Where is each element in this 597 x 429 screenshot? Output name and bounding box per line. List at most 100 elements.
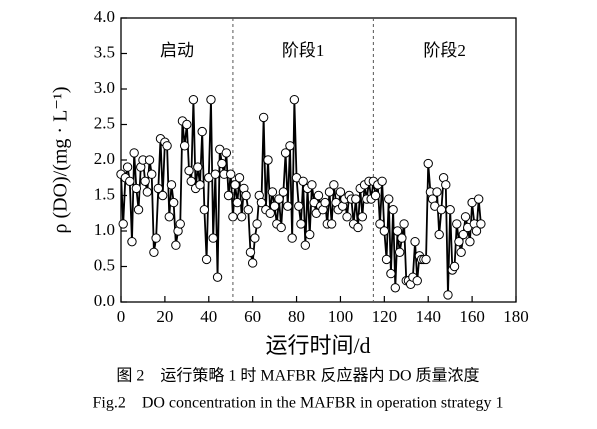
data-point bbox=[230, 180, 240, 190]
data-point bbox=[129, 148, 139, 158]
data-point bbox=[127, 236, 137, 247]
data-point bbox=[186, 176, 196, 187]
phase-label: 阶段2 bbox=[423, 41, 466, 60]
x-tick-label: 120 bbox=[372, 307, 398, 326]
data-point bbox=[217, 158, 227, 169]
data-point bbox=[133, 205, 144, 215]
data-point bbox=[256, 197, 267, 208]
x-tick-label: 100 bbox=[328, 307, 354, 326]
data-point bbox=[473, 194, 484, 204]
x-axis-label: 运行时间/d bbox=[265, 333, 370, 358]
data-point bbox=[410, 236, 420, 247]
data-point bbox=[458, 229, 469, 240]
data-point bbox=[193, 162, 203, 172]
y-tick-label: 2.0 bbox=[94, 149, 115, 168]
data-point bbox=[247, 258, 258, 268]
data-point bbox=[208, 233, 218, 243]
data-point bbox=[206, 94, 216, 105]
y-tick-label: 3.0 bbox=[94, 78, 115, 97]
data-point bbox=[394, 247, 405, 258]
x-tick-label: 140 bbox=[415, 307, 441, 326]
data-point bbox=[201, 254, 212, 265]
data-point bbox=[221, 148, 232, 158]
data-point bbox=[241, 190, 251, 201]
data-point bbox=[195, 180, 205, 190]
data-point bbox=[184, 165, 194, 176]
y-tick-label: 2.5 bbox=[94, 113, 115, 132]
data-point bbox=[342, 212, 352, 222]
data-point bbox=[436, 205, 447, 215]
data-point bbox=[476, 219, 486, 229]
data-point bbox=[280, 148, 291, 158]
data-point bbox=[460, 212, 471, 222]
y-tick-label: 1.5 bbox=[94, 184, 115, 203]
y-tick-label: 0.0 bbox=[94, 291, 115, 310]
data-point bbox=[144, 155, 155, 165]
data-point bbox=[324, 187, 335, 197]
data-point bbox=[423, 158, 433, 169]
data-point bbox=[226, 169, 236, 179]
y-tick-label: 1.0 bbox=[94, 220, 115, 239]
data-point bbox=[228, 212, 238, 222]
data-point bbox=[386, 268, 396, 279]
data-point bbox=[140, 176, 150, 187]
data-point bbox=[283, 201, 293, 211]
data-point bbox=[307, 180, 317, 190]
data-point bbox=[153, 183, 164, 194]
data-point bbox=[234, 173, 245, 183]
data-point bbox=[300, 240, 311, 250]
data-point bbox=[168, 197, 179, 208]
data-point bbox=[357, 212, 368, 222]
data-point bbox=[245, 247, 256, 258]
data-point bbox=[296, 219, 306, 229]
caption-en: Fig.2 DO concentration in the MAFBR in o… bbox=[92, 395, 503, 412]
y-axis-label: ρ (DO)/(mg · L⁻¹) bbox=[50, 86, 72, 233]
data-point bbox=[351, 194, 361, 204]
data-point bbox=[456, 247, 466, 258]
data-point bbox=[443, 290, 453, 300]
caption-cn: 图 2 运行策略 1 时 MAFBR 反应器内 DO 质量浓度 bbox=[116, 366, 479, 385]
data-point bbox=[298, 176, 308, 187]
data-point bbox=[432, 187, 442, 197]
x-tick-label: 20 bbox=[156, 307, 173, 326]
data-point bbox=[166, 180, 177, 190]
data-point bbox=[210, 169, 221, 179]
data-point bbox=[421, 254, 431, 265]
phase-label: 启动 bbox=[160, 41, 194, 60]
data-point bbox=[370, 190, 381, 201]
data-point bbox=[397, 233, 407, 243]
data-point bbox=[278, 187, 289, 197]
data-point bbox=[164, 212, 174, 222]
x-tick-label: 180 bbox=[503, 307, 529, 326]
data-point bbox=[269, 201, 280, 211]
data-point bbox=[445, 205, 455, 215]
data-point bbox=[267, 187, 278, 197]
data-point bbox=[199, 205, 210, 215]
data-point bbox=[379, 226, 390, 236]
data-point bbox=[212, 272, 223, 282]
data-point bbox=[377, 176, 387, 187]
data-point bbox=[162, 141, 172, 151]
data-point bbox=[287, 233, 297, 243]
data-point bbox=[182, 119, 192, 130]
data-point bbox=[197, 126, 207, 137]
data-point bbox=[384, 194, 394, 204]
data-point bbox=[441, 180, 451, 190]
data-point bbox=[179, 141, 190, 151]
data-point bbox=[305, 229, 315, 240]
y-tick-label: 3.5 bbox=[94, 42, 115, 61]
data-point bbox=[471, 226, 482, 236]
data-point bbox=[353, 222, 363, 233]
data-point bbox=[452, 219, 462, 229]
data-point bbox=[434, 229, 444, 240]
data-point bbox=[289, 94, 300, 105]
data-point bbox=[274, 194, 284, 204]
data-point bbox=[375, 219, 385, 229]
data-point bbox=[399, 219, 409, 229]
data-point bbox=[388, 205, 398, 215]
data-point bbox=[390, 283, 401, 293]
series-line bbox=[120, 99, 482, 295]
data-point bbox=[157, 190, 168, 201]
data-point bbox=[122, 162, 133, 172]
x-tick-label: 60 bbox=[244, 307, 261, 326]
